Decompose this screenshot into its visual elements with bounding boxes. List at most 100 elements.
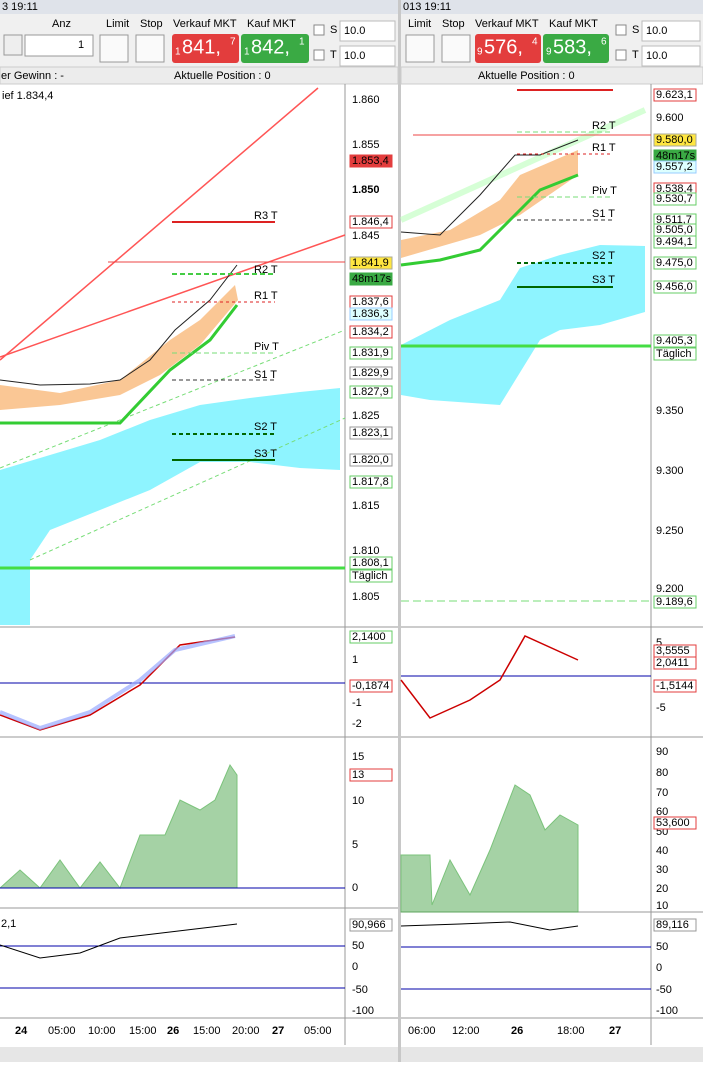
value-tag-label: 9.456,0 bbox=[656, 281, 693, 293]
value-tag-label: 2,0411 bbox=[656, 657, 689, 669]
pivot-label: R1 T bbox=[592, 142, 616, 154]
value-tag bbox=[653, 595, 697, 609]
value-tag-label: 1.841,9 bbox=[352, 257, 389, 269]
price-tail: 7 bbox=[230, 37, 236, 48]
buy-label: Kauf MKT bbox=[247, 18, 296, 30]
price-lead: 9 bbox=[477, 47, 483, 58]
value-tag bbox=[349, 918, 393, 932]
price-tick: 1.860 bbox=[352, 94, 380, 106]
value-tag-label: 1.808,1 bbox=[352, 557, 389, 569]
time-tick: 27 bbox=[272, 1025, 284, 1037]
value-tag bbox=[349, 768, 393, 782]
value-tag-label: 1.831,9 bbox=[352, 347, 389, 359]
value-tag-label: 90,966 bbox=[352, 919, 386, 931]
price-tick: 1.845 bbox=[352, 230, 380, 242]
value-tag-label: 9.511,7 bbox=[656, 214, 692, 226]
time-tick: 05:00 bbox=[48, 1025, 76, 1037]
value-tag-label: 1.846,4 bbox=[352, 216, 389, 228]
chart-note: ief 1.834,4 bbox=[2, 90, 53, 102]
value-tag bbox=[349, 307, 393, 321]
value-tag bbox=[349, 325, 393, 339]
limit-label[interactable]: Limit bbox=[408, 18, 431, 30]
price-tick: 9.250 bbox=[656, 525, 684, 537]
pivot-label: S1 T bbox=[592, 208, 615, 220]
t-label: T bbox=[330, 49, 337, 61]
pivot-label: Piv T bbox=[592, 185, 617, 197]
osc-tick: 15 bbox=[352, 751, 364, 763]
price-lead: 1 bbox=[175, 47, 181, 58]
value-tag bbox=[349, 346, 393, 360]
time-tick: 10:00 bbox=[88, 1025, 116, 1037]
value-tag bbox=[349, 215, 393, 229]
stop-label[interactable]: Stop bbox=[442, 18, 465, 30]
sell-label: Verkauf MKT bbox=[173, 18, 237, 30]
osc-tick: 30 bbox=[656, 864, 668, 876]
pivot-label: S1 T bbox=[254, 369, 277, 381]
s-label: S bbox=[632, 24, 639, 36]
value-tag bbox=[653, 816, 697, 830]
price-tick: 1.825 bbox=[352, 410, 380, 422]
price-tick: 1.815 bbox=[352, 500, 380, 512]
stop-label[interactable]: Stop bbox=[140, 18, 163, 30]
value-tag-label: 48m17s bbox=[352, 273, 392, 285]
price-main[interactable]: 576, bbox=[484, 36, 523, 58]
lower-tick: 50 bbox=[656, 941, 668, 953]
osc-tick: 20 bbox=[656, 883, 668, 895]
price-tick: 1.855 bbox=[352, 139, 380, 151]
value-tag-label: 9.557,2 bbox=[656, 161, 693, 173]
macd-tick: -5 bbox=[656, 702, 666, 714]
value-tag bbox=[653, 656, 697, 670]
pivot-label: R2 T bbox=[254, 264, 278, 276]
value-tag-label: 1.836,3 bbox=[352, 308, 389, 320]
osc-tick: 40 bbox=[656, 845, 668, 857]
price-lead: 1 bbox=[244, 47, 250, 58]
value-tag bbox=[653, 192, 697, 206]
value-tag bbox=[349, 385, 393, 399]
price-tick: 9.200 bbox=[656, 583, 684, 595]
value-tag bbox=[349, 569, 393, 583]
value-tag-label: 9.580,0 bbox=[656, 134, 693, 146]
value-tag-label: 1.829,9 bbox=[352, 367, 389, 379]
osc-tick: 0 bbox=[352, 882, 358, 894]
lower-tick: -100 bbox=[656, 1005, 678, 1017]
price-tick: 9.600 bbox=[656, 112, 684, 124]
price-main[interactable]: 842, bbox=[251, 36, 290, 58]
value-tag bbox=[349, 272, 393, 286]
pivot-label: S3 T bbox=[592, 274, 615, 286]
time-tick: 05:00 bbox=[304, 1025, 332, 1037]
price-tail: 1 bbox=[299, 37, 305, 48]
quantity-input: 1 bbox=[78, 39, 84, 51]
pivot-label: R1 T bbox=[254, 290, 278, 302]
osc-tick: 60 bbox=[656, 806, 668, 818]
value-tag bbox=[349, 453, 393, 467]
value-tag-label: -1,5144 bbox=[656, 680, 693, 692]
t-label: T bbox=[632, 49, 639, 61]
limit-label[interactable]: Limit bbox=[106, 18, 129, 30]
value-tag-label: 13 bbox=[352, 769, 364, 781]
value-tag bbox=[653, 347, 697, 361]
lower-tick: -100 bbox=[352, 1005, 374, 1017]
value-tag-label: 1.834,2 bbox=[352, 326, 389, 338]
lower-tick: -50 bbox=[656, 984, 672, 996]
time-tick: 20:00 bbox=[232, 1025, 260, 1037]
s-input: 10.0 bbox=[344, 25, 365, 37]
price-tick: 1.850 bbox=[352, 184, 380, 196]
profit-info: er Gewinn : - bbox=[1, 70, 64, 82]
value-tag bbox=[653, 918, 697, 932]
pivot-label: R3 T bbox=[254, 210, 278, 222]
value-tag bbox=[349, 154, 393, 168]
price-main[interactable]: 841, bbox=[182, 36, 221, 58]
sell-label: Verkauf MKT bbox=[475, 18, 539, 30]
price-main[interactable]: 583, bbox=[553, 36, 592, 58]
t-input: 10.0 bbox=[344, 50, 365, 62]
value-tag-label: 1.837,6 bbox=[352, 296, 389, 308]
value-tag bbox=[653, 280, 697, 294]
value-tag-label: 53,600 bbox=[656, 817, 690, 829]
value-tag-label: 9.505,0 bbox=[656, 224, 693, 236]
macd-tick: -2 bbox=[352, 718, 362, 730]
value-tag-label: 2,1400 bbox=[352, 631, 386, 643]
price-lead: 9 bbox=[546, 47, 552, 58]
macd-tick: 1 bbox=[352, 654, 358, 666]
quantity-label: Anz bbox=[52, 18, 71, 30]
